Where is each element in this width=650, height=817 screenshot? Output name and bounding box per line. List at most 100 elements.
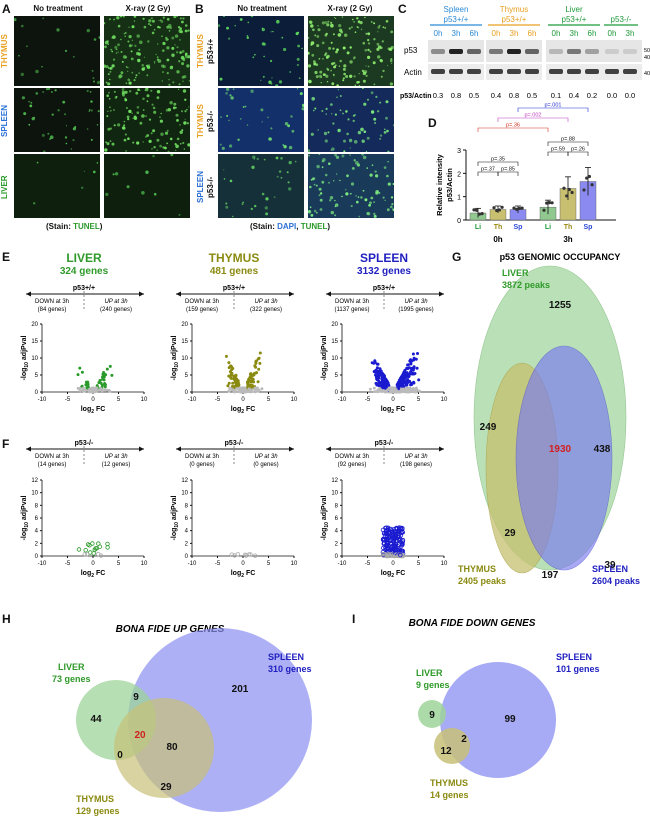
cell-speck — [104, 148, 108, 152]
cell-speck — [276, 19, 280, 24]
cell-speck — [315, 63, 319, 66]
cell-speck — [141, 191, 145, 195]
e-volcano-point — [229, 373, 233, 377]
c-band-p53 — [431, 49, 445, 54]
cell-speck — [109, 78, 111, 81]
cell-speck — [376, 47, 380, 51]
cell-speck — [302, 103, 304, 107]
cell-speck — [313, 60, 316, 63]
d-point — [550, 201, 554, 205]
cell-speck — [254, 204, 257, 208]
cell-speck — [367, 55, 371, 60]
i-count: 9 — [429, 710, 435, 721]
cell-speck — [127, 118, 130, 121]
c-ratio: 0.8 — [509, 91, 519, 100]
cell-speck — [384, 27, 386, 29]
cell-speck — [178, 29, 181, 31]
f-volcano-point — [82, 552, 87, 557]
cell-speck — [185, 52, 188, 56]
cell-speck — [164, 131, 169, 135]
e-y-tick-label: 5 — [185, 373, 189, 379]
cell-speck — [181, 110, 183, 113]
cell-speck — [116, 16, 120, 20]
e-y-tick-label: 5 — [335, 373, 339, 379]
cell-speck — [167, 38, 169, 41]
c-ratio: 0.4 — [569, 91, 579, 100]
e-volcano-point — [402, 389, 406, 393]
panel-label-i: I — [352, 612, 356, 626]
cell-speck — [357, 196, 360, 198]
e-genotype: p53+/+ — [73, 285, 95, 292]
cell-speck — [327, 131, 330, 134]
cell-speck — [112, 58, 116, 61]
cell-speck — [47, 88, 51, 91]
f-volcano-point — [96, 541, 101, 546]
i-spleen-genes: 101 genes — [556, 664, 600, 674]
e-x-tick-label: 5 — [417, 397, 421, 403]
cell-speck — [14, 18, 17, 22]
cell-speck — [324, 21, 328, 24]
cell-speck — [111, 64, 115, 68]
cell-speck — [358, 73, 360, 75]
cell-speck — [308, 154, 310, 157]
e-volcano-point — [372, 370, 376, 374]
cell-speck — [332, 33, 335, 36]
f-volcano-point — [387, 553, 393, 558]
cell-speck — [131, 44, 134, 46]
d-point — [587, 174, 591, 179]
cell-speck — [335, 50, 338, 54]
cell-speck — [296, 88, 299, 90]
d-point — [547, 201, 551, 205]
cell-speck — [365, 32, 368, 35]
cell-speck — [223, 178, 226, 180]
cell-speck — [253, 158, 255, 160]
cell-speck — [242, 201, 244, 204]
h-thymus-label: THYMUS — [76, 794, 114, 804]
cell-speck — [124, 133, 127, 136]
cell-speck — [70, 148, 72, 150]
cell-speck — [89, 91, 92, 93]
f-volcano-point — [248, 552, 253, 557]
e-volcano-point — [397, 383, 401, 387]
cell-speck — [330, 21, 333, 24]
cell-speck — [159, 119, 163, 123]
e-volcano-point — [256, 380, 260, 384]
cell-speck — [62, 100, 66, 104]
cell-speck — [119, 16, 123, 18]
f-volcano-point — [398, 553, 404, 559]
f-y-tick-label: 6 — [185, 516, 189, 522]
cell-speck — [374, 121, 377, 125]
cell-speck — [326, 23, 330, 27]
f-y-tick-label: 2 — [185, 541, 189, 547]
cell-speck — [318, 57, 321, 60]
cell-speck — [115, 48, 118, 51]
cell-speck — [21, 96, 25, 100]
cell-speck — [174, 143, 177, 146]
cell-speck — [107, 110, 109, 113]
f-y-tick-label: 10 — [331, 491, 338, 497]
cell-speck — [350, 204, 353, 208]
panel-label-b: B — [195, 2, 204, 16]
cell-speck — [375, 95, 378, 98]
cell-speck — [46, 88, 48, 91]
cell-speck — [374, 170, 377, 173]
cell-speck — [360, 127, 364, 132]
e-y-tick-label: 0 — [185, 390, 189, 396]
cell-speck — [346, 51, 350, 55]
f-x-tick-label: -10 — [38, 561, 47, 567]
i-thymus-label: THYMUS — [430, 778, 468, 788]
cell-speck — [138, 48, 141, 51]
f-arrow-left — [176, 446, 181, 452]
cell-speck — [33, 202, 36, 205]
cell-speck — [181, 50, 185, 53]
d-point — [590, 183, 594, 187]
b-stain-caption: (Stain: DAPI, TUNEL) — [250, 222, 331, 231]
cell-speck — [117, 51, 119, 53]
e-x-tick-label: 10 — [291, 397, 298, 403]
d-point — [570, 190, 574, 195]
cell-speck — [142, 109, 145, 111]
g-count: 1930 — [549, 444, 572, 455]
cell-speck — [228, 37, 231, 40]
f-volcano-point — [105, 545, 110, 550]
e-volcano-point — [375, 366, 379, 370]
